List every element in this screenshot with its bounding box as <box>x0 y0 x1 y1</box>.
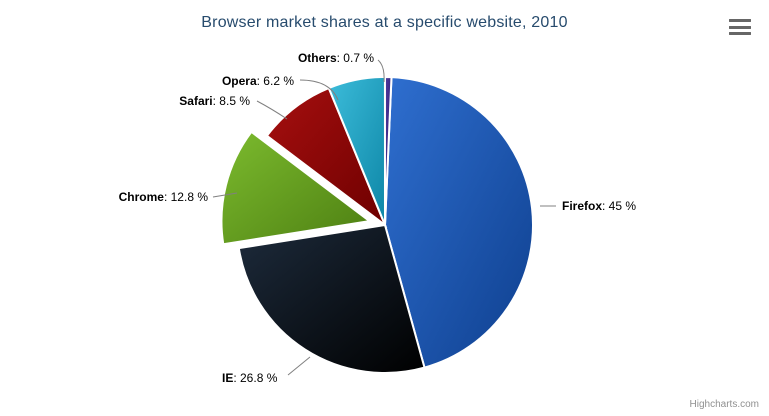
data-label-ie[interactable]: IE: 26.8 % <box>222 371 277 385</box>
data-label-ie-value: : 26.8 % <box>233 371 278 385</box>
connector-others <box>377 59 385 83</box>
data-label-opera-value: : 6.2 % <box>256 74 294 88</box>
data-label-safari-value: : 8.5 % <box>212 94 250 108</box>
label-connectors <box>212 59 556 376</box>
data-label-opera-name: Opera <box>221 74 257 88</box>
data-label-others-value: : 0.7 % <box>336 51 374 65</box>
data-label-safari[interactable]: Safari: 8.5 % <box>174 94 250 108</box>
connector-safari <box>256 100 288 120</box>
hamburger-menu-icon[interactable] <box>727 16 753 38</box>
connector-chrome <box>212 192 238 198</box>
menu-bar-top <box>729 19 751 22</box>
chart-title: Browser market shares at a specific webs… <box>201 14 568 31</box>
data-label-firefox-value: : 45 % <box>602 199 637 213</box>
pie-slice-firefox[interactable]: Firefox: 45 % <box>383 76 534 369</box>
pie-slices: Firefox: 45 %IE: 26.8 %Chrome: 12.8 %Saf… <box>220 75 534 374</box>
pie-slice-ie[interactable]: IE: 26.8 % <box>237 223 426 374</box>
menu-bar-middle <box>729 25 751 29</box>
menu-bar-bottom <box>729 32 751 35</box>
data-label-chrome-name: Chrome <box>118 190 164 204</box>
data-label-safari-name: Safari <box>179 94 213 108</box>
highcharts-credits[interactable]: Highcharts.com <box>689 399 759 410</box>
data-label-chrome-value: : 12.8 % <box>163 190 208 204</box>
data-label-firefox-name: Firefox <box>562 199 603 213</box>
connector-opera <box>299 79 339 101</box>
pie-slice-others[interactable]: Others: 0.7 % <box>383 75 393 226</box>
data-label-others-name: Others <box>297 51 337 65</box>
data-label-firefox[interactable]: Firefox: 45 % <box>562 199 636 213</box>
data-label-ie-name: IE <box>222 371 234 385</box>
pie-slice-chrome[interactable]: Chrome: 12.8 % <box>220 130 372 246</box>
data-label-chrome[interactable]: Chrome: 12.8 % <box>104 190 208 204</box>
data-label-opera[interactable]: Opera: 6.2 % <box>200 74 294 88</box>
connector-ie <box>287 356 311 376</box>
data-label-others[interactable]: Others: 0.7 % <box>278 51 374 65</box>
